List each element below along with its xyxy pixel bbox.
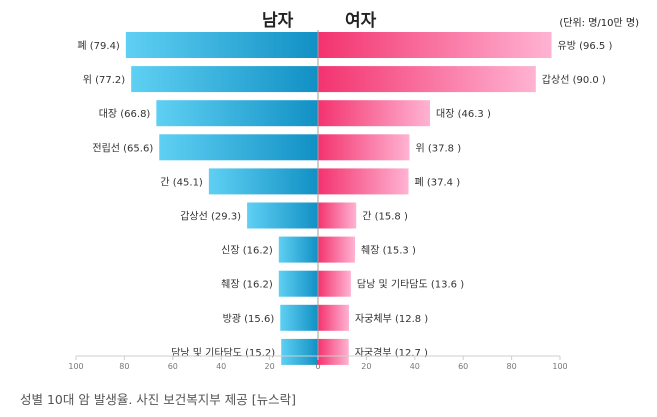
x-tick-label: 20 xyxy=(361,362,371,371)
male-bar-label: 대장 (66.8) xyxy=(99,108,151,120)
male-bar xyxy=(278,270,318,297)
female-bar-label: 췌장 (15.3 ) xyxy=(361,245,416,257)
female-bar-label: 갑상선 (90.0 ) xyxy=(542,74,606,86)
male-bar xyxy=(247,202,318,229)
female-bar-label: 자궁체부 (12.8 ) xyxy=(355,313,428,325)
male-bar-label: 위 (77.2) xyxy=(83,73,126,86)
male-bar xyxy=(280,304,318,331)
female-bar xyxy=(318,304,349,331)
female-bar xyxy=(318,270,351,297)
male-bar-label: 갑상선 (29.3) xyxy=(180,211,241,223)
female-bar xyxy=(318,134,410,161)
x-tick-label: 80 xyxy=(507,362,517,371)
x-tick-label: 60 xyxy=(168,362,178,371)
female-bar-label: 대장 (46.3 ) xyxy=(436,108,491,120)
female-bar xyxy=(318,66,536,93)
x-tick-label: 0 xyxy=(315,362,320,371)
male-bar-label: 폐 (79.4) xyxy=(77,40,120,52)
female-bar xyxy=(318,168,409,195)
female-bar-label: 위 (37.8 ) xyxy=(415,141,461,154)
male-bar-label: 췌장 (16.2) xyxy=(221,279,273,291)
female-bar-label: 담낭 및 기타담도 (13.6 ) xyxy=(357,279,464,291)
female-bar-label: 폐 (37.4 ) xyxy=(415,176,461,188)
female-bar xyxy=(318,338,349,365)
male-header: 남자 xyxy=(262,11,294,31)
male-bar-label: 신장 (16.2) xyxy=(221,245,273,257)
female-bar xyxy=(318,202,357,229)
male-bar xyxy=(131,66,318,93)
x-tick-label: 100 xyxy=(68,362,83,371)
female-bar-label: 간 (15.8 ) xyxy=(362,211,408,223)
x-tick-label: 80 xyxy=(119,362,129,371)
female-bar xyxy=(318,32,552,58)
male-bar xyxy=(281,338,318,365)
male-bar xyxy=(125,32,319,58)
photo-caption: 성별 10대 암 발생율. 사진 보건복지부 제공 [뉴스락] xyxy=(20,392,296,407)
male-bar-label: 담낭 및 기타담도 (15.2) xyxy=(171,347,275,359)
male-bar xyxy=(278,236,318,263)
female-header: 여자 xyxy=(345,11,377,31)
x-tick-label: 20 xyxy=(265,362,275,371)
x-tick-label: 40 xyxy=(410,362,420,371)
x-tick-label: 100 xyxy=(552,362,567,371)
female-bar xyxy=(318,100,431,127)
female-bar-label: 유방 (96.5 ) xyxy=(558,40,613,52)
male-bar-label: 간 (45.1) xyxy=(160,176,203,188)
male-bar xyxy=(159,134,318,161)
x-tick-label: 60 xyxy=(458,362,468,371)
female-bar-label: 자궁경부 (12.7 ) xyxy=(355,346,428,359)
male-bar xyxy=(156,100,318,127)
female-bar xyxy=(318,236,356,263)
male-bar-label: 방광 (15.6) xyxy=(223,313,275,325)
unit-label: (단위: 명/10만 명) xyxy=(559,18,639,29)
male-bar-label: 전립선 (65.6) xyxy=(92,141,153,154)
x-tick-label: 40 xyxy=(216,362,226,371)
male-bar xyxy=(208,168,318,195)
